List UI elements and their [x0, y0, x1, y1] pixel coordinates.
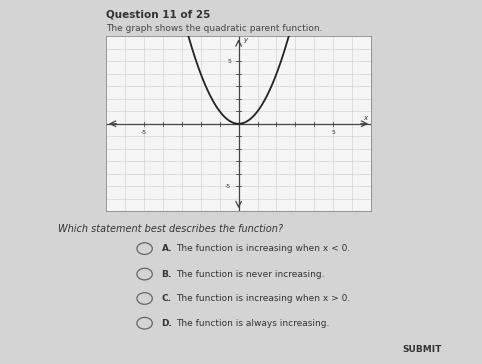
Text: B.: B. — [161, 270, 172, 278]
Text: The function is increasing when x > 0.: The function is increasing when x > 0. — [176, 294, 350, 303]
Text: -5: -5 — [225, 184, 231, 189]
Text: The function is always increasing.: The function is always increasing. — [176, 319, 329, 328]
Text: -5: -5 — [141, 130, 147, 135]
Text: The function is never increasing.: The function is never increasing. — [176, 270, 324, 278]
Text: y: y — [243, 37, 247, 43]
Text: D.: D. — [161, 319, 173, 328]
Text: 5: 5 — [227, 59, 231, 64]
Text: Which statement best describes the function?: Which statement best describes the funct… — [58, 224, 283, 234]
Text: The function is increasing when x < 0.: The function is increasing when x < 0. — [176, 244, 350, 253]
Text: Question 11 of 25: Question 11 of 25 — [106, 9, 211, 19]
Text: The graph shows the quadratic parent function.: The graph shows the quadratic parent fun… — [106, 24, 322, 33]
Text: 5: 5 — [331, 130, 335, 135]
Text: SUBMIT: SUBMIT — [402, 345, 442, 353]
Text: x: x — [363, 115, 367, 121]
Text: C.: C. — [161, 294, 172, 303]
Text: A.: A. — [161, 244, 172, 253]
